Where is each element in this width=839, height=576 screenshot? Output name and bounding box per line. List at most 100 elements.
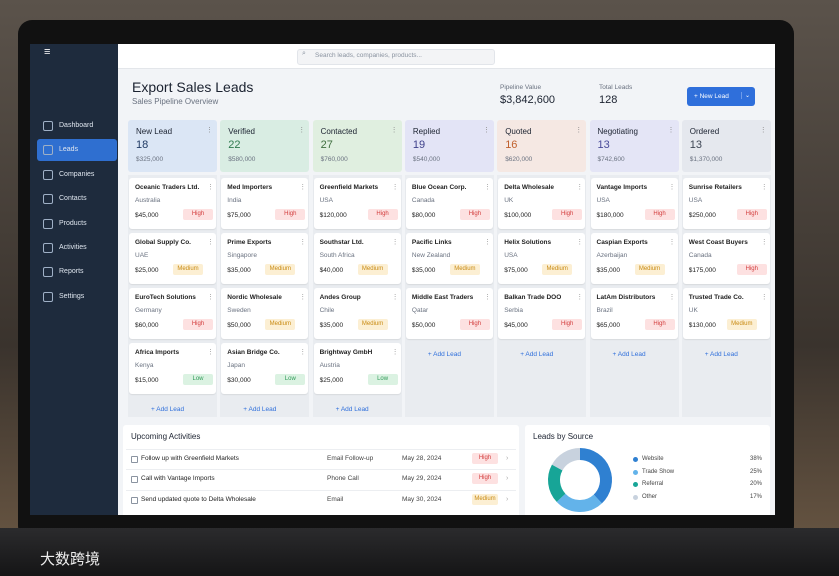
priority-badge: Low bbox=[275, 374, 306, 385]
country: Qatar bbox=[411, 307, 429, 314]
lead-card[interactable] bbox=[313, 343, 401, 394]
legend-dot bbox=[633, 494, 638, 500]
lead-card[interactable] bbox=[313, 233, 401, 284]
priority-badge: Medium bbox=[173, 264, 203, 275]
nav-icon bbox=[43, 121, 53, 131]
lead-card[interactable] bbox=[129, 178, 216, 229]
deal-value: $35,000 bbox=[596, 267, 621, 274]
add-lead[interactable]: + Add Lead bbox=[520, 351, 554, 358]
add-lead[interactable]: + Add Lead bbox=[427, 351, 461, 358]
lead-card[interactable] bbox=[313, 178, 401, 229]
nav-item[interactable]: Leads bbox=[59, 146, 79, 154]
column-count: 27 bbox=[320, 139, 333, 151]
stat-label: Total Leads bbox=[599, 84, 633, 91]
country: USA bbox=[688, 197, 703, 204]
add-lead[interactable]: + Add Lead bbox=[243, 406, 277, 413]
lead-card[interactable] bbox=[590, 288, 678, 339]
company-name: West Coast Buyers bbox=[688, 239, 748, 246]
priority-badge: Low bbox=[183, 374, 213, 385]
laptop-base bbox=[0, 528, 839, 576]
lead-card[interactable] bbox=[590, 233, 678, 284]
activity-task[interactable]: Send updated quote to Delta Wholesale bbox=[141, 495, 256, 503]
nav-item[interactable]: Settings bbox=[59, 292, 85, 300]
company-name: Pacific Links bbox=[411, 239, 452, 246]
add-lead[interactable]: + Add Lead bbox=[335, 406, 369, 413]
nav-icon bbox=[43, 169, 53, 180]
nav-item[interactable]: Products bbox=[59, 219, 87, 227]
lead-card[interactable] bbox=[682, 288, 770, 339]
add-lead[interactable]: + Add Lead bbox=[704, 351, 738, 358]
column-count: 22 bbox=[228, 139, 241, 151]
lead-card[interactable] bbox=[221, 178, 309, 229]
stat-value: $3,842,600 bbox=[500, 94, 556, 106]
lead-card[interactable] bbox=[129, 288, 216, 339]
lead-card[interactable] bbox=[498, 288, 586, 339]
country: UAE bbox=[135, 252, 149, 259]
country: Singapore bbox=[227, 252, 257, 259]
row-chevron: › bbox=[506, 495, 509, 503]
nav-item[interactable]: Dashboard bbox=[59, 122, 94, 129]
activities-title: Upcoming Activities bbox=[131, 432, 201, 441]
column-header bbox=[128, 120, 217, 172]
nav-item[interactable]: Reports bbox=[59, 268, 84, 276]
legend-value: 20% bbox=[749, 481, 762, 487]
add-lead[interactable]: + Add Lead bbox=[612, 351, 646, 358]
lead-card[interactable] bbox=[221, 343, 309, 394]
card-menu: ⋮ bbox=[483, 184, 491, 191]
nav-item[interactable]: Companies bbox=[59, 170, 95, 178]
country: Germany bbox=[135, 307, 162, 314]
deal-value: $130,000 bbox=[688, 322, 716, 329]
lead-card[interactable] bbox=[682, 178, 770, 229]
card-menu: ⋮ bbox=[207, 184, 214, 191]
activity-task[interactable]: Follow up with Greenfield Markets bbox=[141, 455, 239, 462]
company-name: Med Importers bbox=[227, 184, 273, 191]
donut-segment bbox=[548, 464, 566, 502]
priority-badge: High bbox=[183, 209, 213, 220]
nav-item[interactable]: Contacts bbox=[59, 195, 87, 203]
nav-icon bbox=[43, 291, 53, 302]
country: India bbox=[227, 197, 242, 204]
search-box[interactable] bbox=[297, 49, 495, 65]
lead-card[interactable] bbox=[498, 233, 586, 284]
activity-task[interactable]: Call with Vantage Imports bbox=[141, 475, 215, 483]
lead-card[interactable] bbox=[405, 233, 493, 284]
nav-icon bbox=[43, 243, 53, 253]
nav-icon bbox=[43, 194, 53, 205]
country: UK bbox=[688, 307, 698, 314]
menu-icon[interactable]: ≡ bbox=[44, 46, 51, 58]
lead-card[interactable] bbox=[313, 288, 401, 339]
company-name: Southstar Ltd. bbox=[319, 239, 364, 246]
card-menu: ⋮ bbox=[760, 294, 768, 301]
stat-value: 128 bbox=[599, 94, 618, 106]
country: UK bbox=[504, 197, 514, 204]
new-lead-button[interactable] bbox=[687, 87, 755, 106]
lead-card[interactable] bbox=[129, 233, 216, 284]
lead-card[interactable] bbox=[221, 288, 309, 339]
lead-card[interactable] bbox=[682, 233, 770, 284]
card-menu: ⋮ bbox=[668, 239, 676, 246]
company-name: Delta Wholesale bbox=[504, 184, 555, 191]
deal-value: $250,000 bbox=[688, 212, 716, 219]
priority-badge: High bbox=[736, 209, 767, 220]
nav-item[interactable]: Activities bbox=[59, 244, 87, 251]
add-lead[interactable]: + Add Lead bbox=[151, 406, 185, 413]
lead-card[interactable] bbox=[498, 178, 586, 229]
company-name: Asian Bridge Co. bbox=[227, 349, 280, 356]
deal-value: $35,000 bbox=[411, 267, 436, 274]
company-name: Vantage Imports bbox=[596, 184, 648, 191]
search-placeholder[interactable]: Search leads, companies, products... bbox=[315, 52, 422, 59]
new-lead-label[interactable]: + New Lead bbox=[694, 93, 729, 100]
lead-card[interactable] bbox=[129, 343, 216, 394]
lead-card[interactable] bbox=[405, 178, 493, 229]
country: Serbia bbox=[504, 307, 523, 314]
country: Sweden bbox=[227, 307, 251, 314]
lead-card[interactable] bbox=[405, 288, 493, 339]
lead-card[interactable] bbox=[221, 233, 309, 284]
lead-card[interactable] bbox=[590, 178, 678, 229]
deal-value: $35,000 bbox=[227, 267, 251, 274]
deal-value: $60,000 bbox=[135, 322, 159, 329]
priority-badge: High bbox=[275, 209, 306, 220]
company-name: EuroTech Solutions bbox=[135, 294, 196, 301]
deal-value: $100,000 bbox=[504, 212, 532, 219]
deal-value: $35,000 bbox=[319, 322, 344, 329]
